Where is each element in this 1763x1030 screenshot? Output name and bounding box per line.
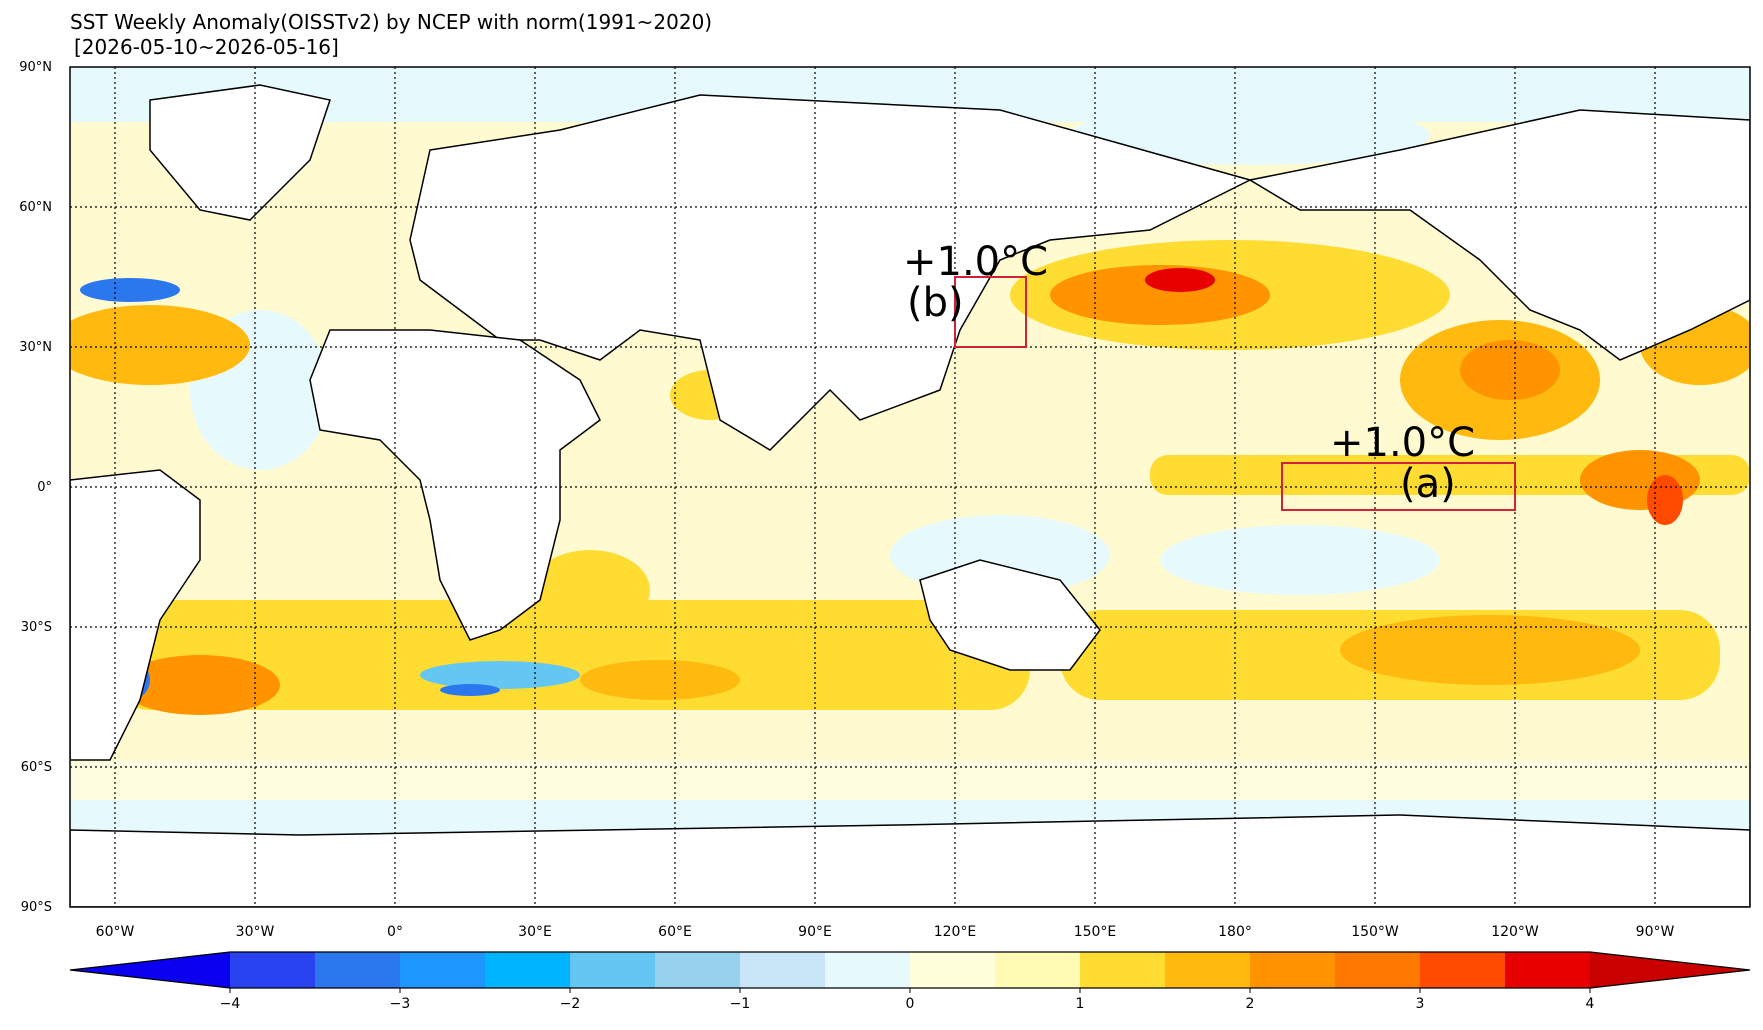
colorbar-tick-label: −4 xyxy=(220,996,241,1012)
colorbar-cell xyxy=(1250,952,1335,988)
region-a-box xyxy=(1281,462,1516,511)
colorbar-cell xyxy=(995,952,1080,988)
region-b-value: +1.0°C xyxy=(903,239,1048,285)
colorbar-cell xyxy=(1165,952,1250,988)
lon-label: 150°E xyxy=(1074,924,1117,940)
lat-label: 90°S xyxy=(21,900,52,915)
colorbar-tick-label: 0 xyxy=(906,996,915,1012)
colorbar-extend-max xyxy=(1590,952,1750,988)
lat-label: 30°S xyxy=(21,620,52,635)
colorbar-cell xyxy=(1080,952,1165,988)
lat-label: 90°N xyxy=(19,60,52,75)
colorbar-tick-label: 3 xyxy=(1416,996,1425,1012)
colorbar-cell xyxy=(655,952,740,988)
colorbar-tick-label: 1 xyxy=(1076,996,1085,1012)
colorbar-cell xyxy=(910,952,995,988)
region-a-label: (a) xyxy=(1400,461,1456,507)
colorbar-extend-min xyxy=(70,952,230,988)
lat-label: 0° xyxy=(37,480,52,495)
colorbar-cell xyxy=(1420,952,1505,988)
lat-label: 60°N xyxy=(19,200,52,215)
colorbar-cell xyxy=(315,952,400,988)
lat-label: 60°S xyxy=(21,760,52,775)
colorbar-cell xyxy=(1505,952,1590,988)
colorbar-tick-label: −3 xyxy=(390,996,411,1012)
region-b-label: (b) xyxy=(907,280,964,326)
lon-label: 60°E xyxy=(658,924,692,940)
colorbar-cell xyxy=(485,952,570,988)
colorbar-cell xyxy=(570,952,655,988)
map-frame xyxy=(69,66,1751,908)
lon-label: 120°W xyxy=(1491,924,1539,940)
land-masses xyxy=(70,84,1750,907)
lon-label: 150°W xyxy=(1351,924,1399,940)
longitude-labels: 60°W 30°W 0° 30°E 60°E 90°E 120°E 150°E … xyxy=(96,924,1675,940)
lon-label: 90°W xyxy=(1636,924,1675,940)
lon-label: 180° xyxy=(1218,924,1252,940)
graticule xyxy=(70,67,1750,907)
lon-label: 30°W xyxy=(236,924,275,940)
colorbar-cell xyxy=(825,952,910,988)
colorbar-tick-label: −2 xyxy=(560,996,581,1012)
colorbar-tick-label: −1 xyxy=(730,996,751,1012)
colorbar-cell xyxy=(400,952,485,988)
lon-label: 120°E xyxy=(934,924,977,940)
map-title: SST Weekly Anomaly(OISSTv2) by NCEP with… xyxy=(70,10,713,34)
colorbar-cell xyxy=(740,952,825,988)
region-a-value: +1.0°C xyxy=(1330,420,1475,466)
lon-label: 90°E xyxy=(798,924,832,940)
date-range: [2026-05-10~2026-05-16] xyxy=(74,35,339,59)
colorbar-tick-label: 4 xyxy=(1586,996,1595,1012)
colorbar-cell xyxy=(1335,952,1420,988)
colorbar: −4 −3 −2 −1 0 1 2 3 4 xyxy=(69,951,1751,1012)
lat-label: 30°N xyxy=(19,340,52,355)
latitude-labels: 90°N 60°N 30°N 0° 30°S 60°S 90°S xyxy=(19,60,52,915)
region-b-box xyxy=(954,276,1027,348)
lon-label: 60°W xyxy=(96,924,135,940)
colorbar-cell xyxy=(230,952,315,988)
lon-label: 0° xyxy=(387,924,403,940)
lon-label: 30°E xyxy=(518,924,552,940)
colorbar-tick-label: 2 xyxy=(1246,996,1255,1012)
